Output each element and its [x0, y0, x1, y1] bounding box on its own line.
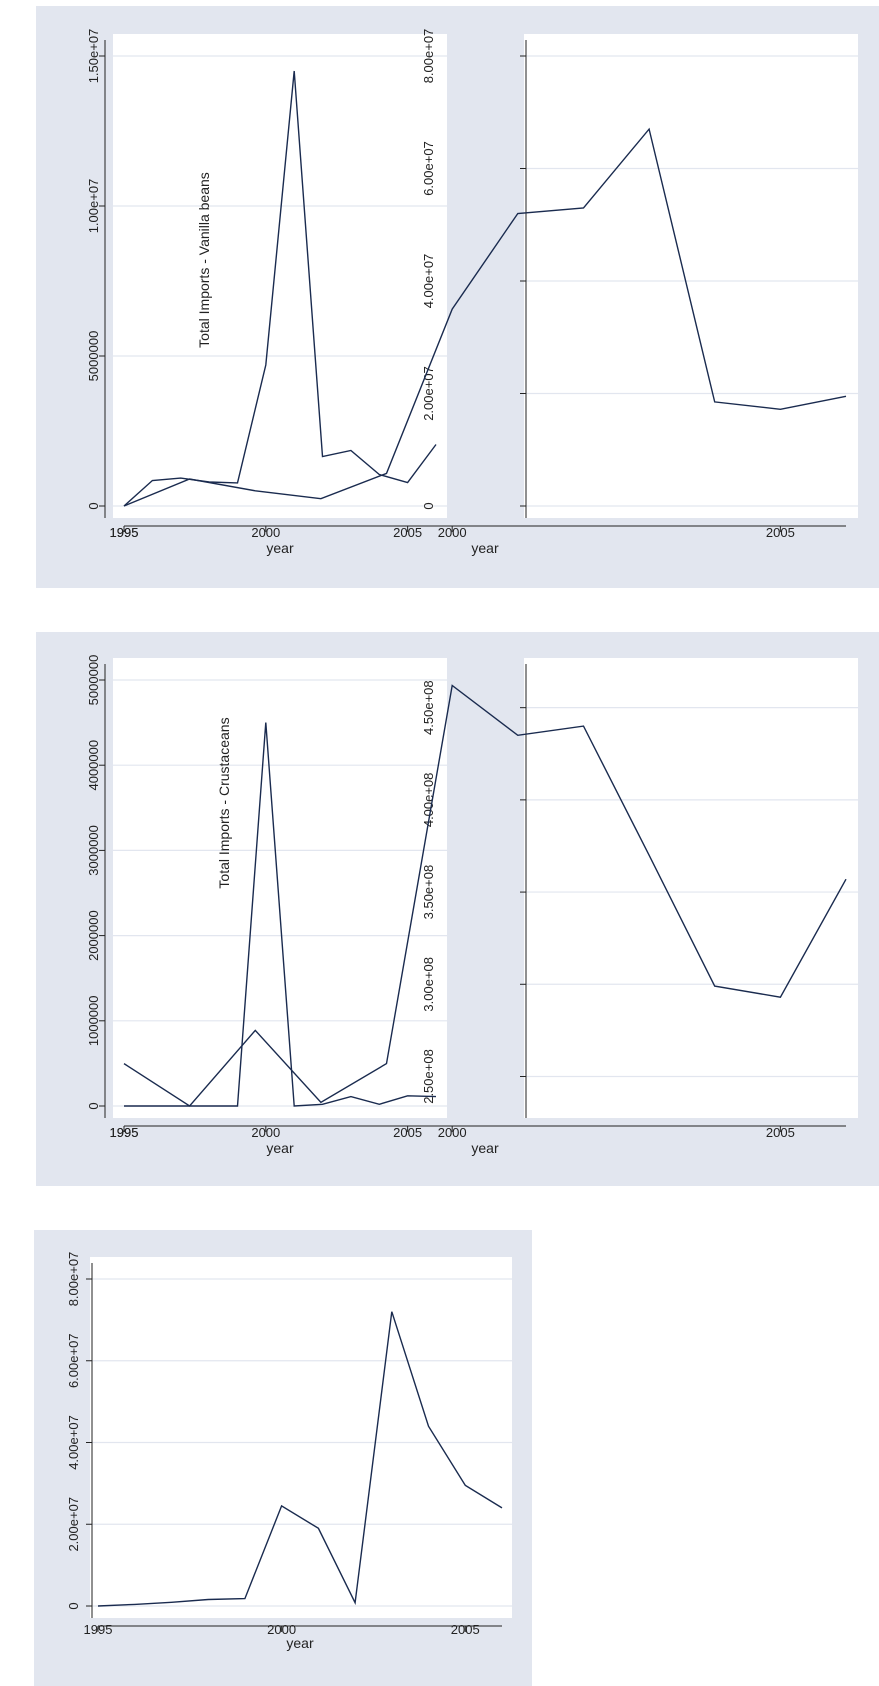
x-tick-label-crustaceans-value: 2000	[438, 1125, 467, 1140]
y-tick-label-vanilla-volume: 1.50e+07	[86, 29, 101, 84]
series-line-vanilla-value	[123, 127, 847, 507]
x-tick-label-crustaceans-value: 1995	[110, 1125, 139, 1140]
series-line-crustaceans-volume	[124, 722, 437, 1107]
y-tick-label-vanilla-value: 0	[421, 502, 436, 509]
plot-area-crustaceans-value	[524, 658, 858, 1118]
y-tick-label-vanilla-value: 4.00e+07	[421, 254, 436, 309]
x-axis-title-crustaceans-value: year	[471, 1140, 499, 1156]
x-axis-title-vanilla-volume: year	[266, 540, 294, 556]
y-tick-label-vanilla-volume: 0	[86, 502, 101, 509]
x-tick-label-crustaceans-volume: 2000	[251, 1125, 280, 1140]
plot-area-vanilla-value	[524, 34, 858, 518]
y-tick-label-crustaceans-volume: 1000000	[86, 995, 101, 1046]
x-tick-label-vanilla-volume: 2005	[393, 525, 422, 540]
x-axis-title-crustaceans-volume: year	[266, 1140, 294, 1156]
x-axis-title-fifth-series: year	[286, 1635, 314, 1651]
chart-annotation-vanilla-volume: Total Imports - Vanilla beans	[196, 172, 212, 348]
x-tick-label-vanilla-volume: 2000	[251, 525, 280, 540]
x-tick-label-fifth-series: 1995	[84, 1622, 113, 1637]
y-tick-label-crustaceans-volume: 5000000	[86, 655, 101, 706]
y-tick-label-crustaceans-value: 2.50e+08	[421, 1049, 436, 1104]
x-tick-label-fifth-series: 2000	[267, 1622, 296, 1637]
y-tick-label-vanilla-value: 2.00e+07	[421, 366, 436, 421]
y-tick-label-crustaceans-value: 3.00e+08	[421, 957, 436, 1012]
x-tick-label-vanilla-volume: 1995	[110, 525, 139, 540]
y-tick-label-crustaceans-volume: 2000000	[86, 910, 101, 961]
plot-area-vanilla-volume	[113, 34, 447, 518]
plot-area-crustaceans-volume	[113, 658, 447, 1118]
x-tick-label-vanilla-value: 1995	[110, 525, 139, 540]
series-line-fifth-series	[97, 1311, 503, 1607]
y-tick-label-vanilla-value: 8.00e+07	[421, 29, 436, 84]
y-tick-label-crustaceans-value: 3.50e+08	[421, 865, 436, 920]
y-tick-label-crustaceans-volume: 4000000	[86, 740, 101, 791]
x-axis-title-vanilla-value: year	[471, 540, 499, 556]
chart-annotation-crustaceans-volume: Total Imports - Crustaceans	[216, 717, 232, 888]
x-tick-label-vanilla-value: 2000	[438, 525, 467, 540]
series-line-crustaceans-value	[123, 684, 847, 1107]
x-tick-label-vanilla-value: 2005	[766, 525, 795, 540]
y-tick-label-crustaceans-value: 4.50e+08	[421, 680, 436, 735]
x-tick-label-crustaceans-value: 2005	[766, 1125, 795, 1140]
y-tick-label-fifth-series: 4.00e+07	[66, 1415, 81, 1470]
y-tick-label-fifth-series: 8.00e+07	[66, 1252, 81, 1307]
y-tick-label-fifth-series: 2.00e+07	[66, 1497, 81, 1552]
y-tick-label-vanilla-value: 6.00e+07	[421, 141, 436, 196]
y-tick-label-fifth-series: 6.00e+07	[66, 1333, 81, 1388]
series-line-vanilla-volume	[123, 70, 437, 507]
y-tick-label-crustaceans-volume: 3000000	[86, 825, 101, 876]
y-tick-label-crustaceans-volume: 0	[86, 1102, 101, 1109]
x-tick-label-fifth-series: 2005	[451, 1622, 480, 1637]
x-tick-label-crustaceans-volume: 2005	[393, 1125, 422, 1140]
y-tick-label-vanilla-volume: 5000000	[86, 331, 101, 382]
y-tick-label-vanilla-volume: 1.00e+07	[86, 179, 101, 234]
y-tick-label-fifth-series: 0	[66, 1602, 81, 1609]
y-tick-label-crustaceans-value: 4.00e+08	[421, 773, 436, 828]
plot-area-fifth-series	[90, 1257, 512, 1618]
x-tick-label-crustaceans-volume: 1995	[110, 1125, 139, 1140]
